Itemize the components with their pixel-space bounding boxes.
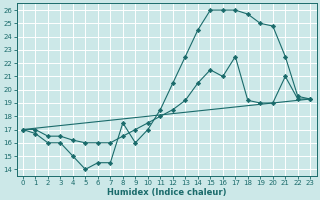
X-axis label: Humidex (Indice chaleur): Humidex (Indice chaleur) (107, 188, 226, 197)
